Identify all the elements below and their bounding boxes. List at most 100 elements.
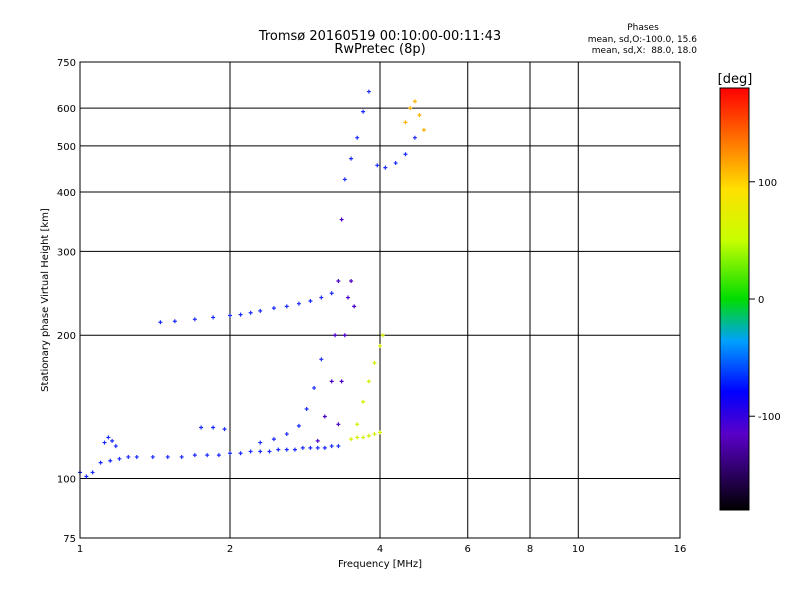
- phases-stats-o: mean, sd,O:-100.0, 15.6: [588, 35, 698, 45]
- scatter-point: [284, 447, 289, 452]
- scatter-point: [322, 414, 327, 419]
- scatter-point: [296, 301, 301, 306]
- scatter-point: [228, 451, 232, 456]
- scatter-point: [329, 444, 334, 449]
- scatter-point: [179, 454, 184, 459]
- x-tick-label: 2: [227, 544, 233, 555]
- scatter-point: [403, 152, 408, 157]
- phases-title: Phases: [627, 23, 659, 33]
- scatter-point: [271, 306, 276, 311]
- y-tick-label: 600: [57, 104, 76, 115]
- x-axis-ticks: 1 2 4 6 8 10 16: [77, 544, 687, 555]
- colorbar: [719, 87, 750, 511]
- scatter-point: [329, 291, 334, 296]
- scatter-point: [216, 453, 221, 458]
- colorbar-tick-label: 0: [758, 295, 764, 306]
- scatter-point: [378, 343, 382, 348]
- scatter-point: [339, 379, 344, 384]
- y-tick-label: 500: [57, 142, 76, 153]
- scatter-point: [380, 333, 385, 338]
- scatter-point: [276, 447, 281, 452]
- scatter-point: [393, 161, 398, 166]
- scatter-point: [296, 423, 301, 428]
- scatter-point: [349, 437, 354, 442]
- scatter-point: [258, 440, 263, 445]
- scatter-point: [329, 379, 334, 384]
- scatter-point: [352, 304, 357, 309]
- scatter-point: [412, 135, 417, 140]
- scatter-point: [339, 217, 344, 222]
- scatter-point: [366, 433, 371, 438]
- x-axis-label: Frequency [MHz]: [338, 559, 422, 570]
- scatter-point: [228, 313, 232, 318]
- scatter-point: [84, 474, 89, 479]
- scatter-point: [98, 460, 103, 465]
- scatter-point: [355, 435, 360, 440]
- scatter-point: [315, 445, 320, 450]
- scatter-point: [192, 317, 197, 322]
- plot-frame: [79, 61, 681, 539]
- colorbar-tick-label: -100: [758, 412, 781, 423]
- scatter-point: [90, 470, 95, 475]
- scatter-point: [248, 449, 253, 454]
- scatter-point: [361, 399, 366, 404]
- scatter-point: [150, 454, 155, 459]
- scatter-point: [172, 319, 177, 324]
- y-tick-label: 750: [57, 58, 76, 69]
- chart-subtitle: RwPretec (8p): [334, 42, 425, 57]
- scatter-point: [211, 425, 216, 430]
- scatter-points: [78, 89, 426, 479]
- scatter-point: [421, 127, 426, 132]
- y-axis-label: Stationary phase Virtual Height [km]: [40, 208, 51, 392]
- y-axis-ticks: 75 100 200 300 400 500 600 750: [57, 58, 76, 545]
- scatter-point: [258, 308, 263, 313]
- scatter-point: [222, 427, 227, 432]
- scatter-point: [126, 454, 131, 459]
- scatter-point: [336, 444, 341, 449]
- scatter-point: [319, 295, 324, 300]
- scatter-point: [192, 453, 197, 458]
- scatter-point: [361, 435, 366, 440]
- scatter-point: [315, 438, 320, 443]
- colorbar-tick-label: 100: [758, 178, 777, 189]
- scatter-point: [308, 445, 313, 450]
- scatter-point: [349, 279, 354, 284]
- scatter-point: [372, 432, 377, 437]
- scatter-point: [284, 432, 289, 437]
- scatter-point: [312, 385, 317, 390]
- x-tick-label: 6: [465, 544, 471, 555]
- scatter-point: [300, 445, 305, 450]
- scatter-point: [108, 458, 113, 463]
- x-tick-label: 1: [77, 544, 83, 555]
- scatter-point: [403, 120, 408, 125]
- scatter-point: [349, 156, 354, 161]
- scatter-point: [345, 295, 350, 300]
- chart-title: Tromsø 20160519 00:10:00-00:11:43: [258, 29, 501, 44]
- scatter-point: [158, 320, 163, 325]
- colorbar-label: [deg]: [718, 72, 753, 87]
- scatter-point: [267, 449, 272, 454]
- scatter-point: [319, 357, 324, 362]
- scatter-point: [292, 447, 297, 452]
- scatter-point: [361, 109, 366, 114]
- scatter-point: [106, 435, 111, 440]
- scatter-point: [372, 360, 377, 365]
- scatter-point: [117, 456, 122, 461]
- scatter-point: [110, 438, 115, 443]
- scatter-point: [102, 440, 107, 445]
- scatter-point: [248, 310, 253, 315]
- grid-lines: [80, 62, 680, 538]
- y-tick-label: 300: [57, 247, 76, 258]
- scatter-point: [378, 430, 382, 435]
- scatter-point: [199, 425, 204, 430]
- scatter-point: [342, 333, 347, 338]
- scatter-point: [355, 135, 360, 140]
- scatter-point: [211, 315, 216, 320]
- scatter-point: [258, 449, 263, 454]
- scatter-point: [134, 454, 139, 459]
- x-tick-label: 10: [572, 544, 585, 555]
- x-tick-label: 16: [674, 544, 687, 555]
- y-tick-label: 100: [57, 475, 76, 486]
- y-tick-label: 75: [63, 534, 76, 545]
